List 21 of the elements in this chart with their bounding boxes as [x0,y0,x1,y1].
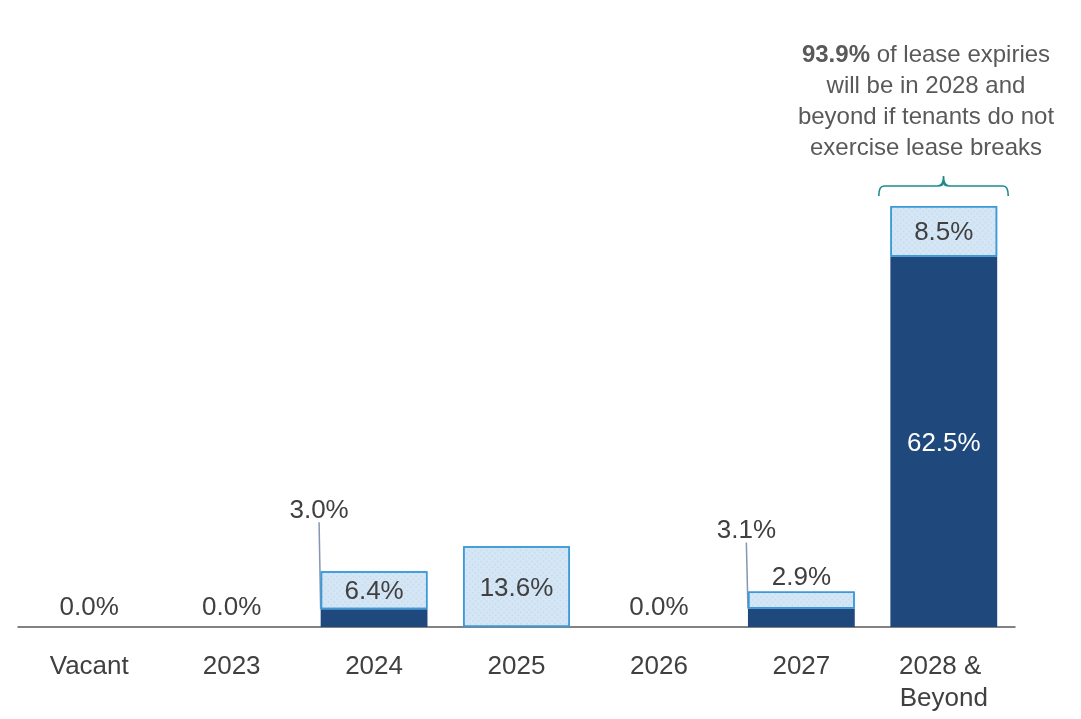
bar [890,256,998,627]
data-label: 0.0% [202,591,262,621]
x-tick-label: Vacant [49,650,130,680]
x-tick-label: 2028 & Beyond [898,650,989,712]
x-tick-label: 2024 [345,650,403,680]
data-label: 2.9% [771,561,831,592]
data-label: 8.5% [914,216,974,247]
data-label: 13.6% [479,571,554,602]
bar [320,609,428,627]
data-label: 3.0% [289,494,349,525]
data-label: 0.0% [59,591,119,621]
data-label: 0.0% [629,591,689,621]
annotation: 93.9% of lease expiries will be in 2028 and beyond if tenants do not exercise lease breaks [797,40,1055,160]
x-tick-label: 2027 [772,650,831,680]
bar [747,608,855,627]
x-tick-label: 2026 [630,650,688,680]
x-tick-label: 2023 [202,650,261,680]
data-label: 3.1% [716,514,776,545]
x-tick-label: 2025 [487,650,546,680]
data-label: 6.4% [344,575,404,606]
data-label: 62.5% [906,426,981,457]
